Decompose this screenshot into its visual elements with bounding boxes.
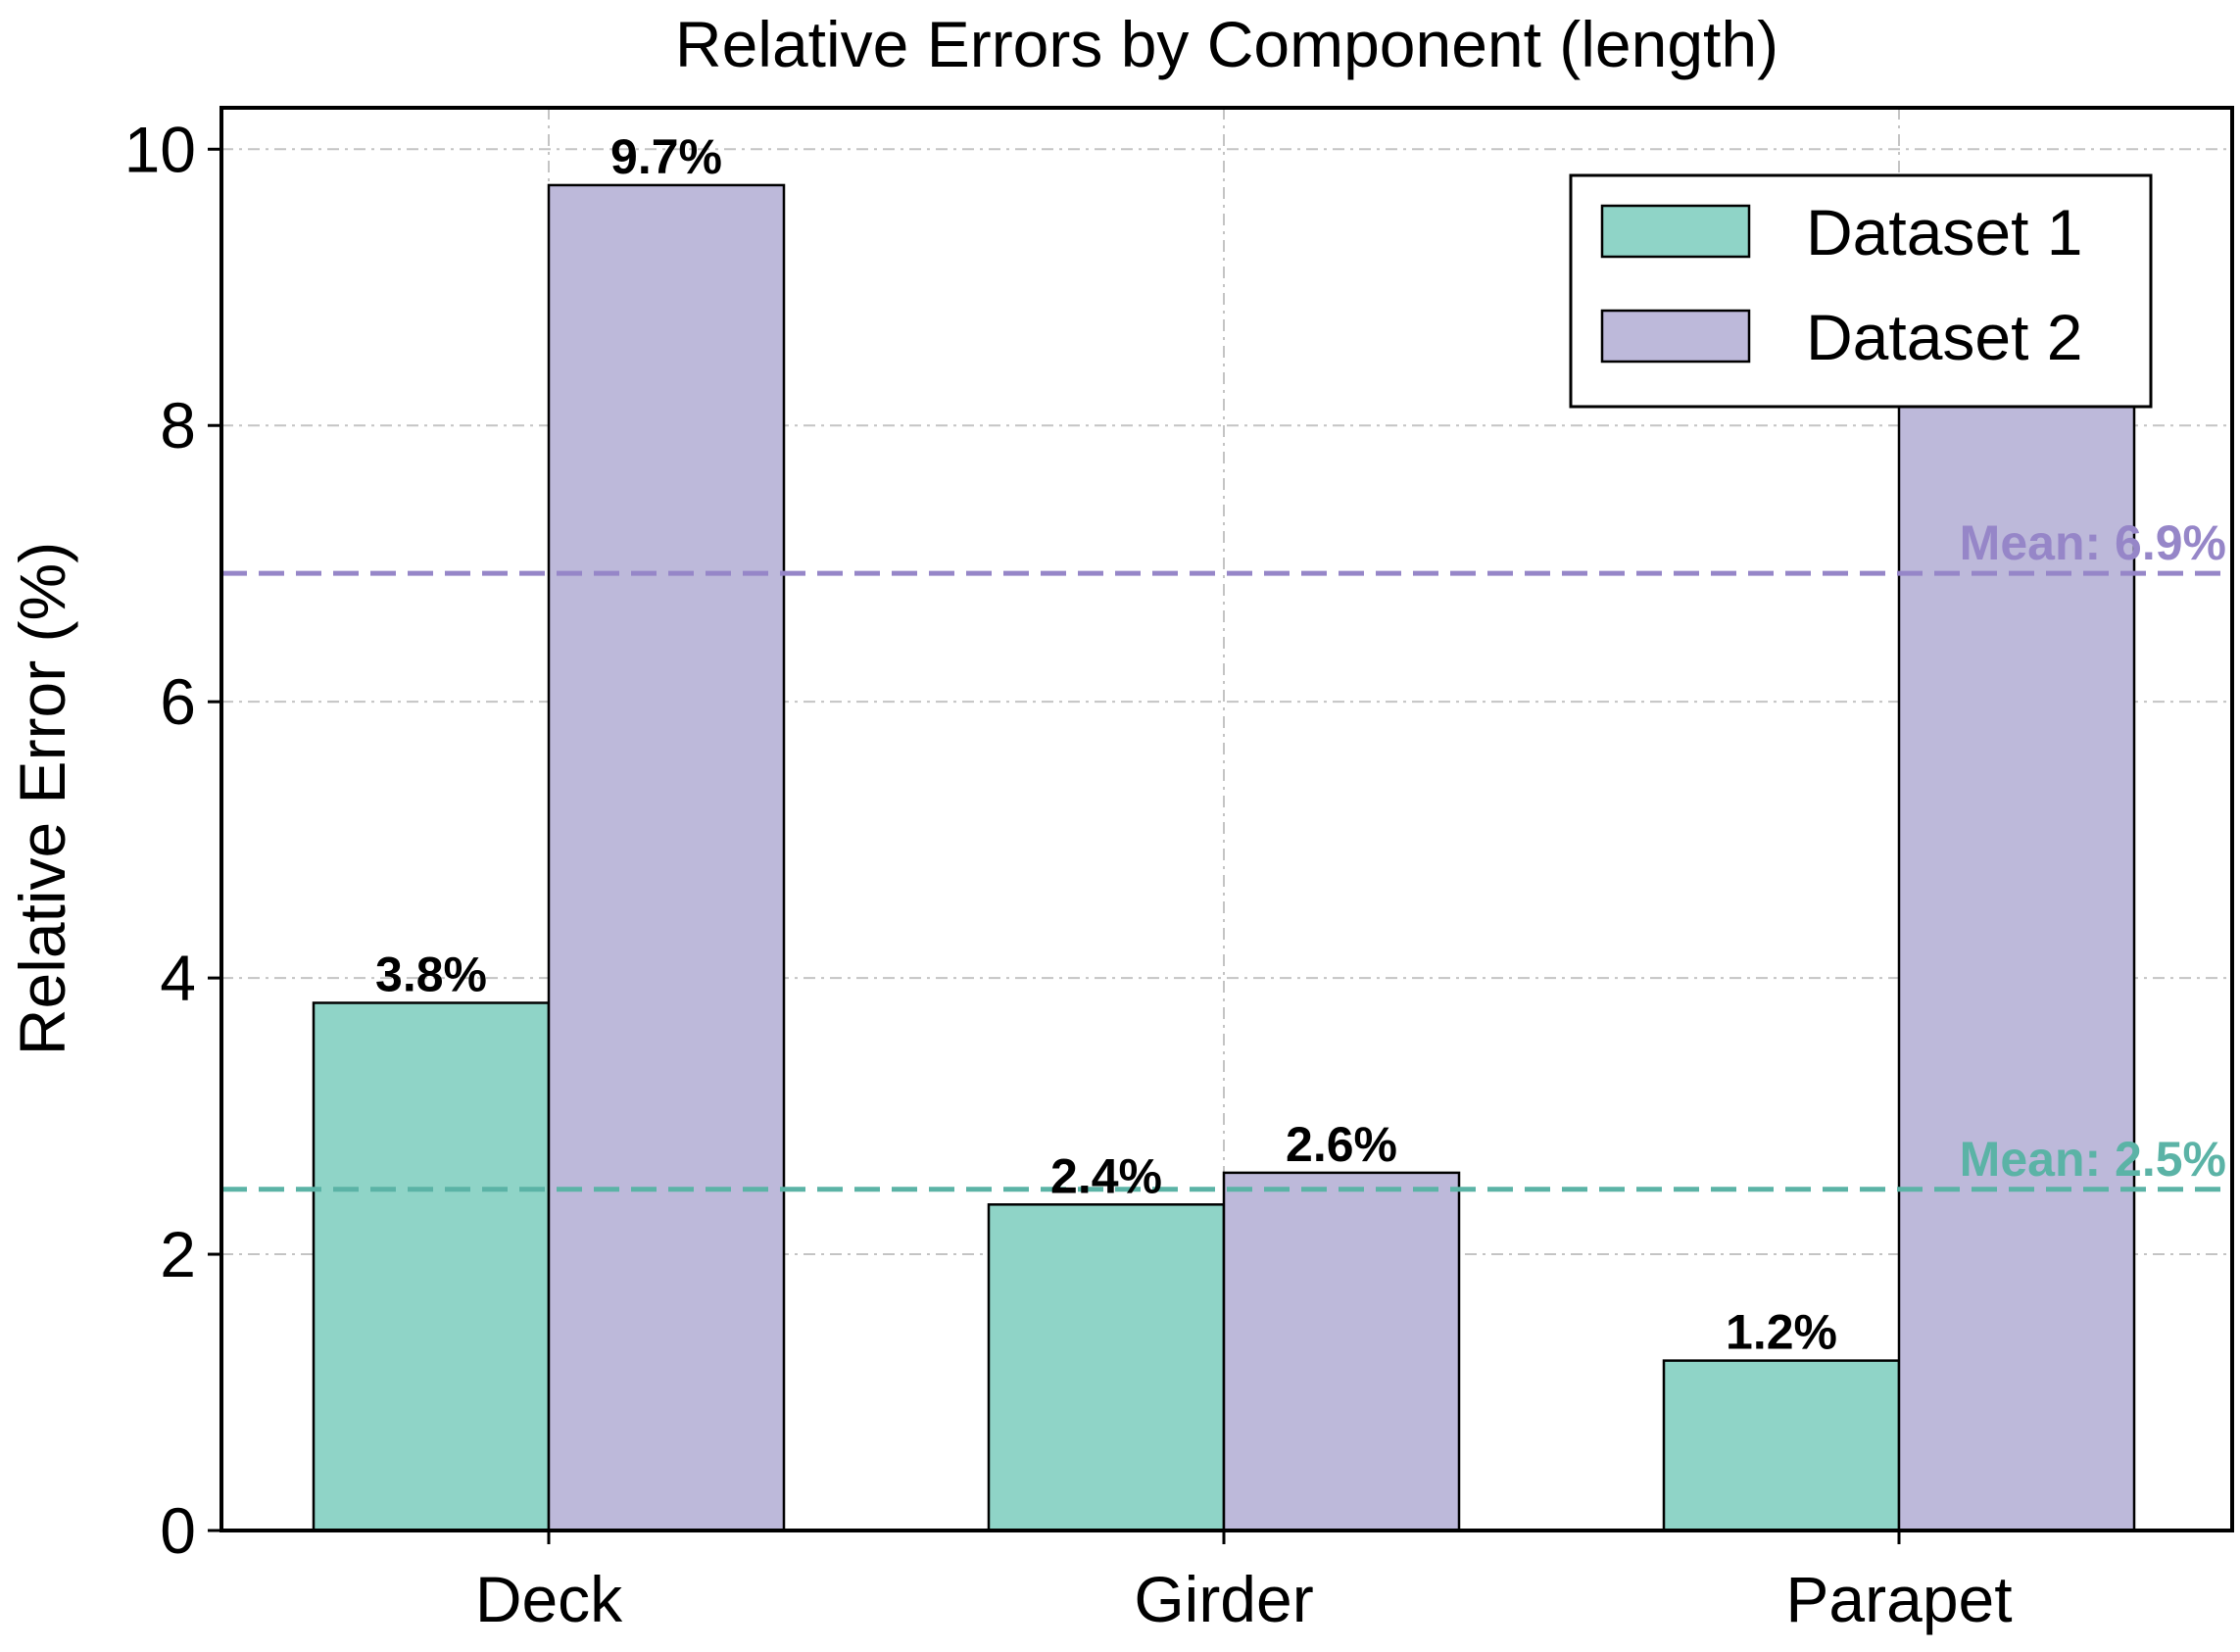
legend-swatch [1600,204,1751,259]
value-label: 3.8% [375,947,487,1001]
legend: Dataset 1 Dataset 2 [1569,173,2153,409]
bar-dataset-1-deck [312,1001,551,1532]
x-tick-label: Deck [475,1563,623,1635]
y-axis-label: Relative Error (%) [6,542,78,1055]
value-label: 2.6% [1286,1117,1397,1172]
legend-entry: Dataset 2 [1806,301,2083,373]
value-label: 9.7% [610,129,722,184]
mean-label: Mean: 2.5% [1960,1132,2226,1187]
bar-dataset-1-parapet [1662,1359,1901,1532]
legend-swatch [1600,309,1751,364]
axes: 0 2 4 6 8 10 Deck Girder Parapet [124,113,2013,1635]
bar-dataset-1-girder [987,1203,1226,1532]
y-tick-label: 0 [160,1494,196,1567]
plot-frame [219,106,2234,1532]
y-tick-label: 4 [160,942,196,1014]
x-tick-label: Girder [1134,1563,1313,1635]
y-tick-label: 6 [160,665,196,738]
y-tick-label: 10 [124,113,196,185]
mean-lines: Mean: 6.9% Mean: 2.5% [221,515,2232,1192]
value-label: 1.2% [1726,1305,1837,1360]
x-tick-label: Parapet [1785,1563,2012,1635]
mean-label: Mean: 6.9% [1960,515,2226,570]
value-labels: 3.8% 2.4% 1.2% 9.7% 2.6% [375,129,1837,1360]
legend-entry: Dataset 1 [1806,196,2083,268]
y-tick-label: 2 [160,1218,196,1290]
bar-dataset-2-girder [1222,1171,1461,1532]
bar-dataset-2-parapet [1897,362,2136,1532]
bars [312,183,2136,1532]
chart-title: Relative Errors by Component (length) [675,8,1778,80]
y-tick-label: 8 [160,389,196,462]
bar-dataset-2-deck [547,183,786,1532]
value-label: 2.4% [1050,1148,1162,1203]
